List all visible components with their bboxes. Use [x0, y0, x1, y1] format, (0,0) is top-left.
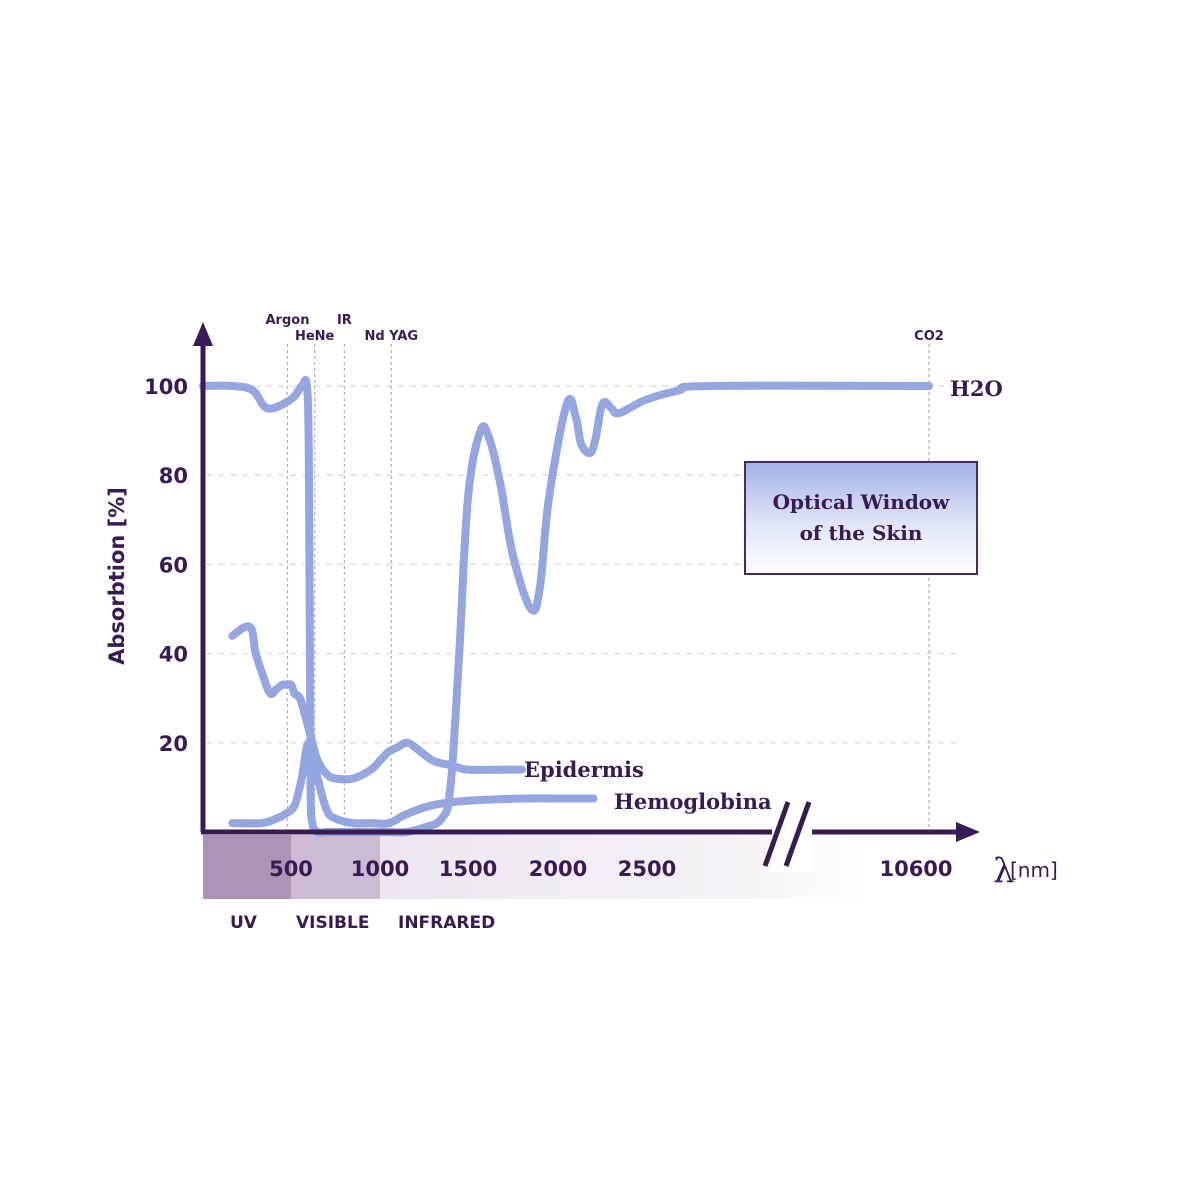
band-label-visible: VISIBLE: [296, 913, 369, 933]
series-line-epidermis: [228, 622, 526, 784]
gridlines: [206, 385, 962, 744]
series-label-h2o: H2O: [950, 376, 1003, 401]
x-tick-2000: 2000: [529, 857, 587, 881]
x-axis-unit: [nm]: [1010, 858, 1058, 882]
optical-window-line1: Optical Window: [773, 490, 951, 514]
optical-window-box: Optical Window of the Skin: [744, 461, 978, 575]
optical-window-frame: [744, 461, 978, 575]
series-line-hemoglobina: [228, 738, 598, 828]
y-tick-100: 100: [144, 375, 188, 399]
x-tick-1500: 1500: [439, 857, 497, 881]
band-label-infrared: INFRARED: [398, 913, 495, 933]
spectrum-bands: UV VISIBLE INFRARED: [203, 835, 865, 933]
y-tick-20: 20: [159, 732, 188, 756]
x-axis-lambda: λ: [993, 851, 1015, 891]
y-tick-40: 40: [159, 643, 188, 667]
y-axis-arrow-icon: [193, 322, 213, 346]
optical-window-line2: of the Skin: [800, 521, 923, 545]
axes: [193, 322, 980, 872]
y-tick-80: 80: [159, 464, 188, 488]
series-lines: H2O Epidermis Hemoglobina: [199, 376, 1003, 837]
band-visible: [291, 835, 380, 899]
y-tick-labels: 100 80 60 40 20: [144, 375, 188, 756]
x-tick-2500: 2500: [618, 857, 676, 881]
axis-break-mark-right: [783, 801, 812, 867]
series-label-epidermis: Epidermis: [524, 757, 644, 782]
x-tick-1000: 1000: [351, 857, 409, 881]
axis-break-mark-left: [762, 801, 791, 867]
laser-label-argon: Argon: [265, 313, 309, 328]
series-line-h2o: [199, 376, 933, 837]
laser-label-hene: HeNe: [295, 329, 335, 344]
y-axis-title: Absorbtion [%]: [105, 487, 129, 665]
x-axis-arrow-icon: [956, 822, 980, 842]
x-tick-500: 500: [269, 857, 313, 881]
y-tick-60: 60: [159, 553, 188, 577]
laser-label-ir: IR: [337, 313, 352, 328]
laser-label-nd-yag: Nd YAG: [364, 329, 418, 344]
laser-label-co2: CO2: [914, 329, 944, 344]
band-uv: [203, 835, 291, 899]
x-tick-labels: 500 1000 1500 2000 2500 10600: [269, 857, 952, 881]
x-tick-10600: 10600: [879, 857, 952, 881]
band-label-uv: UV: [230, 913, 258, 933]
series-label-hemoglobina: Hemoglobina: [614, 789, 772, 814]
